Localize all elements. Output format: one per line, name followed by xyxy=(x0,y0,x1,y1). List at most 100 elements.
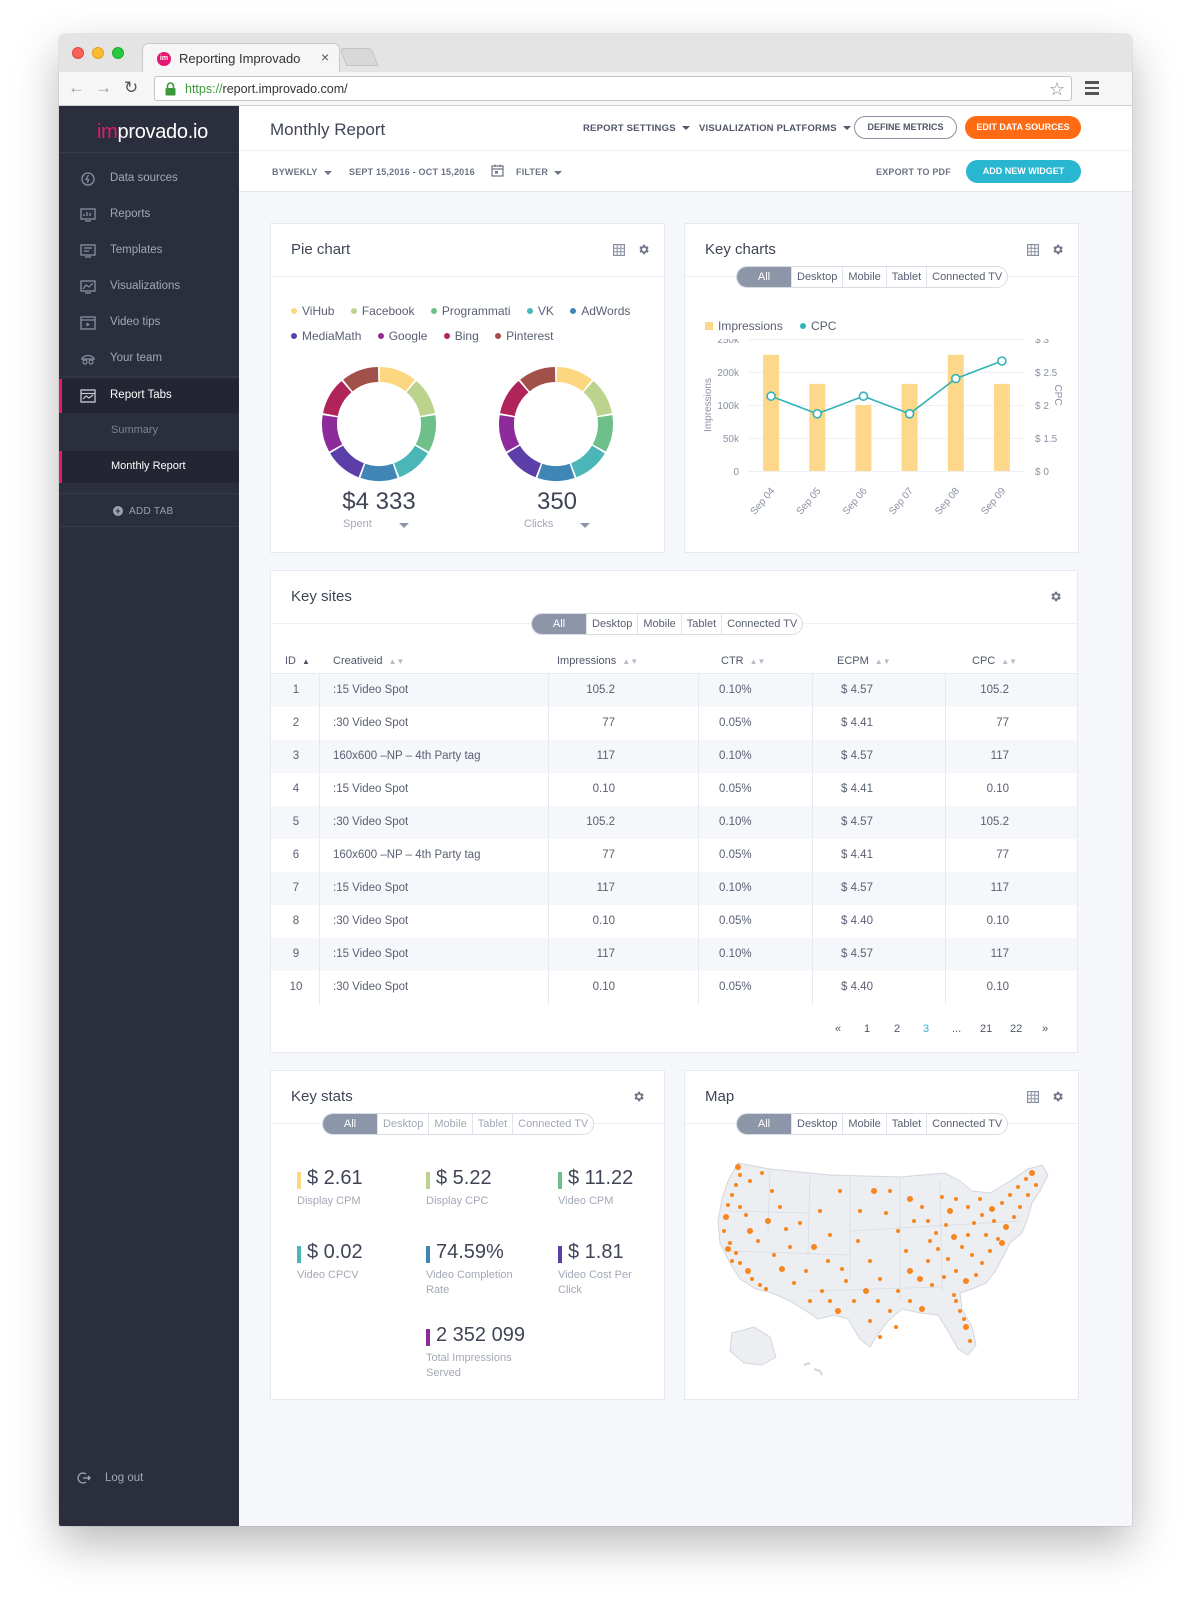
column-header-creativeid[interactable]: Creativeid ▲▼ xyxy=(333,648,404,675)
tab-mobile[interactable]: Mobile xyxy=(842,1114,885,1134)
tab-mobile[interactable]: Mobile xyxy=(842,267,885,287)
clicks-value: 350 xyxy=(536,488,578,515)
define-metrics-button[interactable]: DEFINE METRICS xyxy=(854,116,957,139)
address-bar[interactable]: https://report.improvado.com/ ☆ xyxy=(154,76,1072,101)
tab-all[interactable]: All xyxy=(737,1114,791,1134)
table-row[interactable]: 5:30 Video Spot 105.2 0.10% $ 4.57 105.2 xyxy=(271,806,1077,839)
edit-data-sources-button[interactable]: EDIT DATA SOURCES xyxy=(965,116,1081,139)
pagination-prev-first[interactable]: « xyxy=(835,1023,842,1035)
browser-tab[interactable]: im Reporting Improvado × xyxy=(142,43,340,73)
column-header-impressions[interactable]: Impressions ▲▼ xyxy=(557,648,638,675)
column-header-ctr[interactable]: CTR ▲▼ xyxy=(721,648,765,675)
location-dot xyxy=(856,1239,860,1243)
table-view-icon[interactable] xyxy=(1027,244,1039,256)
location-dot xyxy=(894,1325,898,1329)
add-tab-button[interactable]: + ADD TAB xyxy=(113,506,174,517)
sidebar-subitem-summary[interactable]: Summary xyxy=(59,415,239,447)
date-range[interactable]: SEPT 15,2016 - OCT 15,2016 xyxy=(349,167,475,177)
pagination-page-21[interactable]: 21 xyxy=(980,1023,993,1035)
chevron-down-icon[interactable] xyxy=(580,523,590,528)
location-dot xyxy=(942,1275,946,1279)
tab-tablet[interactable]: Tablet xyxy=(885,267,926,287)
report-settings-dropdown[interactable]: REPORT SETTINGS xyxy=(583,123,690,134)
table-row[interactable]: 4:15 Video Spot 0.10 0.05% $ 4.41 0.10 xyxy=(271,773,1077,806)
gear-icon[interactable] xyxy=(1049,590,1062,603)
impressions-bar xyxy=(809,383,826,471)
pagination-page-2[interactable]: 2 xyxy=(894,1023,901,1035)
tab-connected-tv[interactable]: Connected TV xyxy=(926,267,1007,287)
table-row[interactable]: 10:30 Video Spot 0.10 0.05% $ 4.40 0.10 xyxy=(271,971,1077,1004)
tab-desktop[interactable]: Desktop xyxy=(586,614,637,634)
pagination-next-last[interactable]: » xyxy=(1042,1023,1049,1035)
tab-connected-tv[interactable]: Connected TV xyxy=(721,614,802,634)
tab-desktop[interactable]: Desktop xyxy=(791,267,842,287)
tab-desktop[interactable]: Desktop xyxy=(377,1114,428,1134)
export-pdf-link[interactable]: EXPORT TO PDF xyxy=(876,167,951,177)
table-row[interactable]: 1:15 Video Spot 105.2 0.10% $ 4.57 105.2 xyxy=(271,674,1077,707)
column-header-ecpm[interactable]: ECPM ▲▼ xyxy=(837,648,891,675)
gear-icon[interactable] xyxy=(1051,243,1064,256)
table-row[interactable]: 2:30 Video Spot 77 0.05% $ 4.41 77 xyxy=(271,707,1077,740)
visualizations-icon xyxy=(80,280,96,294)
sidebar-item-report-tabs[interactable]: Report Tabs xyxy=(59,379,239,413)
tab-tablet[interactable]: Tablet xyxy=(680,614,721,634)
close-window-button[interactable] xyxy=(72,47,84,59)
visualization-platforms-dropdown[interactable]: VISUALIZATION PLATFORMS xyxy=(699,123,851,134)
location-dot xyxy=(765,1218,771,1224)
chevron-down-icon[interactable] xyxy=(399,523,409,528)
sidebar-item-data-sources[interactable]: Data sources xyxy=(59,162,239,196)
gear-icon[interactable] xyxy=(1051,1090,1064,1103)
table-view-icon[interactable] xyxy=(1027,1091,1039,1103)
sidebar-item-video-tips[interactable]: Video tips xyxy=(59,306,239,340)
forward-arrow-icon[interactable]: → xyxy=(95,78,112,97)
tab-tablet[interactable]: Tablet xyxy=(885,1114,926,1134)
tab-close-icon[interactable]: × xyxy=(321,49,330,65)
sidebar-subitem-monthly-report[interactable]: Monthly Report xyxy=(59,451,239,483)
location-dot xyxy=(907,1196,913,1202)
table-cell: 117 xyxy=(990,750,1009,762)
reload-icon[interactable]: ↻ xyxy=(124,78,139,97)
tab-connected-tv[interactable]: Connected TV xyxy=(926,1114,1007,1134)
logo[interactable]: improvado.io xyxy=(97,121,208,143)
bookmark-star-icon[interactable]: ☆ xyxy=(1048,79,1065,99)
browser-menu-icon[interactable] xyxy=(1085,81,1099,95)
location-dot xyxy=(871,1188,877,1194)
minimize-window-button[interactable] xyxy=(92,47,104,59)
pagination-page-22[interactable]: 22 xyxy=(1010,1023,1023,1035)
maximize-window-button[interactable] xyxy=(112,47,124,59)
sidebar-item-reports[interactable]: Reports xyxy=(59,198,239,232)
calendar-icon[interactable] xyxy=(491,164,504,177)
table-view-icon[interactable] xyxy=(613,244,625,256)
tab-tablet[interactable]: Tablet xyxy=(471,1114,512,1134)
gear-icon[interactable] xyxy=(637,243,650,256)
tab-connected-tv[interactable]: Connected TV xyxy=(512,1114,593,1134)
logout-button[interactable]: Log out xyxy=(77,1471,143,1485)
table-row[interactable]: 6 160x600 –NP – 4th Party tag 77 0.05% $ 4.4… xyxy=(271,839,1077,872)
sidebar-item-your-team[interactable]: Your team xyxy=(59,342,239,376)
table-row[interactable]: 9:15 Video Spot 117 0.10% $ 4.57 117 xyxy=(271,938,1077,971)
column-header-id[interactable]: ID ▲ xyxy=(285,648,310,675)
new-tab-button[interactable] xyxy=(339,48,379,66)
table-cell: 0.10% xyxy=(719,948,752,960)
column-divider xyxy=(319,839,320,872)
tab-mobile[interactable]: Mobile xyxy=(428,1114,471,1134)
table-row[interactable]: 3 160x600 –NP – 4th Party tag 117 0.10% $ 4.… xyxy=(271,740,1077,773)
table-row[interactable]: 8:30 Video Spot 0.10 0.05% $ 4.40 0.10 xyxy=(271,905,1077,938)
table-row[interactable]: 7:15 Video Spot 117 0.10% $ 4.57 117 xyxy=(271,872,1077,905)
period-dropdown[interactable]: BYWEKLY xyxy=(272,167,332,177)
gear-icon[interactable] xyxy=(632,1090,645,1103)
pagination-page-1[interactable]: 1 xyxy=(864,1023,871,1035)
tab-all[interactable]: All xyxy=(323,1114,377,1134)
tab-desktop[interactable]: Desktop xyxy=(791,1114,842,1134)
tab-all[interactable]: All xyxy=(532,614,586,634)
tab-mobile[interactable]: Mobile xyxy=(637,614,680,634)
sidebar-item-templates[interactable]: Templates xyxy=(59,234,239,268)
filter-dropdown[interactable]: FILTER xyxy=(516,167,563,177)
pagination-page-3[interactable]: 3 xyxy=(923,1023,930,1035)
add-new-widget-button[interactable]: ADD NEW WIDGET xyxy=(966,160,1081,183)
tab-all[interactable]: All xyxy=(737,267,791,287)
column-header-cpc[interactable]: CPC ▲▼ xyxy=(972,648,1017,675)
sidebar-item-visualizations[interactable]: Visualizations xyxy=(59,270,239,304)
us-map[interactable] xyxy=(710,1151,1055,1386)
back-arrow-icon[interactable]: ← xyxy=(68,78,85,97)
